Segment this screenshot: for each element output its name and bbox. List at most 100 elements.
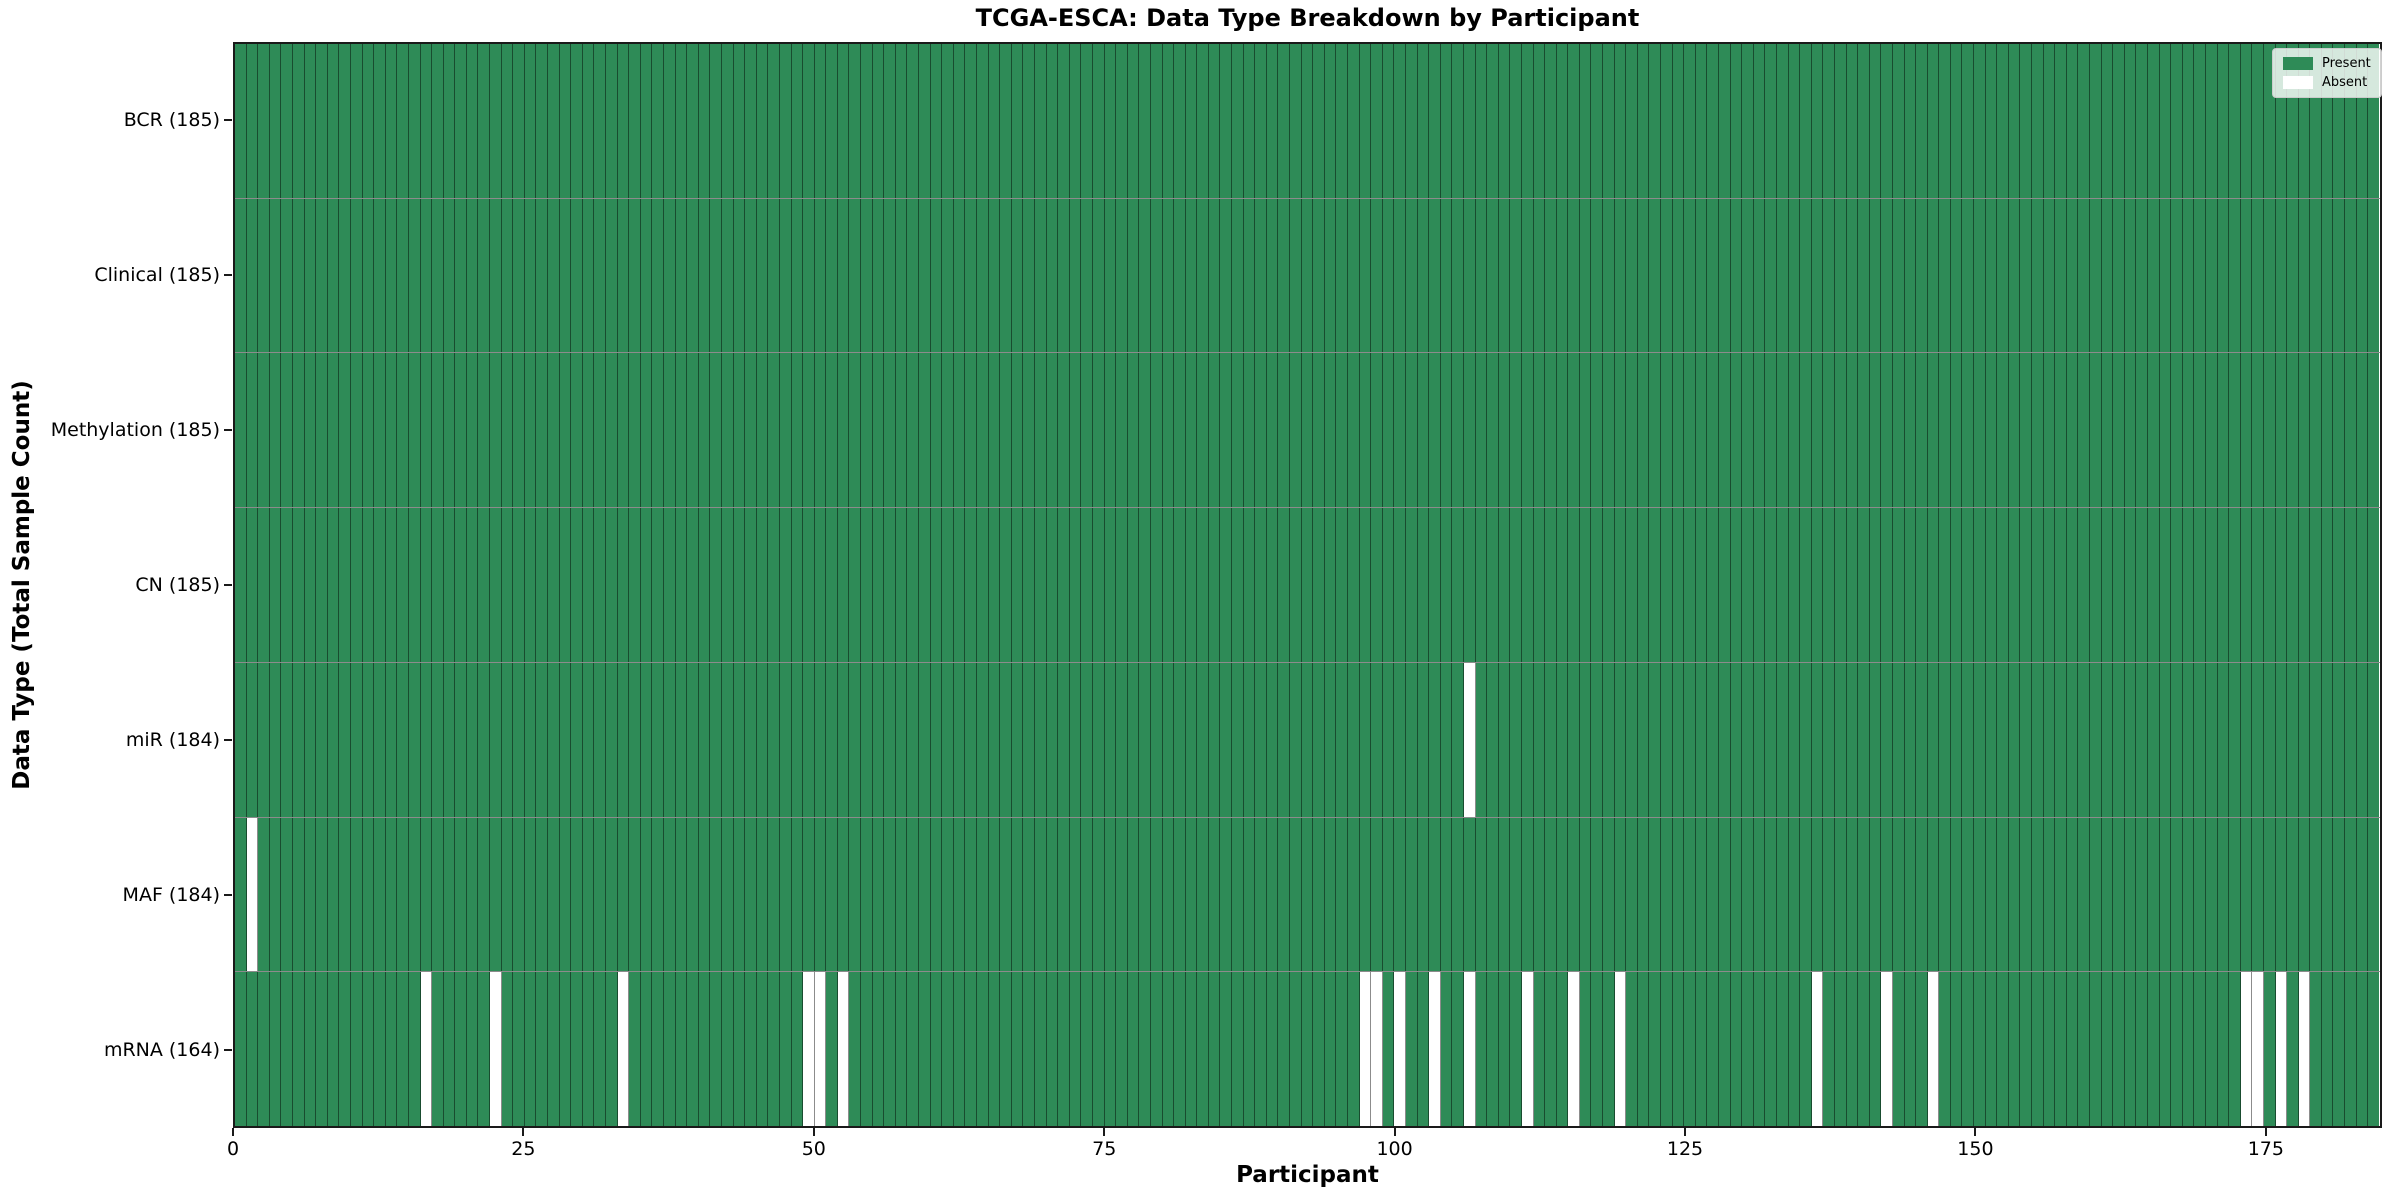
present-cell [2229,44,2241,198]
present-cell [1811,508,1824,662]
present-cell [1487,198,1499,353]
present-cell [779,662,792,817]
present-cell [2008,44,2021,198]
present-cell [1162,508,1175,662]
present-cell [1603,972,1615,1127]
present-cell [1637,972,1650,1127]
present-cell [2136,508,2148,662]
row-bcr [235,44,2380,199]
present-cell [1579,508,1592,662]
present-cell [455,44,467,198]
present-cell [2171,817,2183,972]
present-cell [1545,198,1557,353]
present-cell [1719,198,1731,353]
present-cell [1765,508,1777,662]
present-cell [1985,198,1998,353]
present-cell [1197,44,1209,198]
present-cell [269,44,282,198]
present-cell [1382,44,1395,198]
present-cell [1127,44,1140,198]
present-cell [1417,662,1430,817]
present-cell [1892,972,1905,1127]
present-cell [466,44,479,198]
present-cell [953,44,966,198]
present-cell [1719,817,1731,972]
present-cell [884,972,896,1127]
present-cell [1290,817,1302,972]
present-cell [1997,972,2009,1127]
present-cell [235,972,247,1127]
present-cell [2043,508,2056,662]
present-cell [1069,44,1082,198]
present-cell [304,44,317,198]
present-cell [304,198,317,353]
present-cell [1092,508,1105,662]
present-cell [884,44,896,198]
present-cell [1719,44,1731,198]
row-methylation [235,353,2380,509]
present-cell [1000,817,1012,972]
present-cell [1811,353,1824,508]
present-cell [466,508,479,662]
present-cell [837,817,850,972]
present-cell [1788,662,1801,817]
present-cell [1939,353,1951,508]
present-cell [548,972,560,1127]
present-cell [606,508,618,662]
present-cell [953,817,966,972]
present-cell [1730,662,1743,817]
present-cell [2171,972,2183,1127]
present-cell [721,817,734,972]
present-cell [246,353,259,508]
present-cell [1568,198,1580,353]
present-cell [1672,972,1685,1127]
present-cell [1753,662,1766,817]
present-cell [524,44,537,198]
present-cell [1684,972,1696,1127]
present-cell [281,198,293,353]
present-cell [1742,198,1754,353]
present-cell [1150,817,1163,972]
present-cell [1139,44,1151,198]
present-cell [350,508,363,662]
present-cell [2345,44,2357,198]
present-cell [2368,353,2379,508]
present-cell [1788,817,1801,972]
present-cell [1023,972,1035,1127]
present-cell [1290,44,1302,198]
present-cell [2240,508,2253,662]
present-cell [2275,508,2288,662]
present-cell [1162,972,1175,1127]
present-cell [2333,662,2346,817]
present-cell [1742,817,1754,972]
present-cell [1846,972,1859,1127]
present-cell [292,44,305,198]
present-cell [2287,508,2299,662]
present-cell [1661,508,1673,662]
present-cell [663,198,676,353]
present-cell [1023,817,1035,972]
present-cell [2205,662,2218,817]
present-cell [1394,353,1406,508]
legend-entry-absent: Absent [2283,76,2371,89]
ytick-label-bcr: BCR (185) [123,108,220,131]
present-cell [1695,44,1708,198]
present-cell [2287,353,2299,508]
present-cell [478,972,491,1127]
present-cell [2194,817,2206,972]
present-cell [942,198,954,353]
present-cell [1255,817,1267,972]
present-cell [350,44,363,198]
present-cell [524,508,537,662]
present-cell [501,353,514,508]
present-cell [745,817,757,972]
present-cell [930,198,943,353]
present-cell [803,353,815,508]
present-cell [1579,198,1592,353]
present-cell [1498,508,1511,662]
present-cell [2066,662,2079,817]
present-cell [281,353,293,508]
present-cell [292,972,305,1127]
present-cell [432,44,444,198]
absent-cell [1614,972,1627,1127]
